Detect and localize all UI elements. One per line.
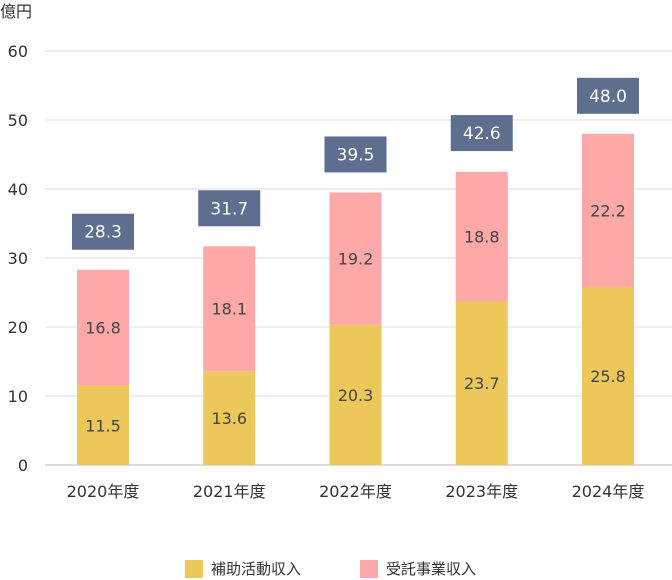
- bar-segment-subsidy: [455, 301, 508, 465]
- total-value-label: 48.0: [589, 87, 627, 107]
- bar-value-label-subsidy: 23.7: [464, 374, 500, 393]
- bar-value-label-contract: 22.2: [590, 201, 626, 220]
- legend-swatch-contract: [360, 559, 378, 578]
- bar-value-label-contract: 16.8: [85, 319, 121, 338]
- total-badge: [577, 77, 639, 114]
- bar-segment-contract: [329, 192, 382, 325]
- x-category-label: 2022年度: [319, 482, 392, 501]
- bar-segment-subsidy: [77, 385, 129, 465]
- y-tick-label: 20: [8, 318, 28, 337]
- legend-item-contract: 受託事業収入: [360, 558, 476, 579]
- total-badge: [324, 136, 387, 173]
- x-axis-labels: 2020年度 2021年度 2022年度 2023年度 2024年度: [67, 482, 645, 501]
- y-tick-label: 10: [8, 387, 28, 406]
- total-badge: [72, 213, 134, 250]
- bar-value-label-contract: 19.2: [338, 250, 374, 269]
- legend: 補助活動収入 受託事業収入: [0, 558, 672, 580]
- total-value-label: 39.5: [337, 145, 375, 165]
- bar-value-label-contract: 18.1: [211, 300, 247, 319]
- total-badge: [198, 190, 261, 227]
- y-tick-label: 60: [8, 42, 28, 61]
- y-axis-ticks: 0 10 20 30 40 50 60: [8, 42, 28, 475]
- bar-segment-subsidy: [203, 371, 256, 465]
- x-category-label: 2020年度: [67, 482, 140, 501]
- x-category-label: 2021年度: [193, 482, 266, 501]
- bar-segment-subsidy: [582, 286, 634, 465]
- bar-value-label-subsidy: 20.3: [338, 386, 374, 405]
- y-tick-label: 0: [18, 456, 28, 475]
- legend-label-contract: 受託事業収入: [386, 560, 477, 578]
- y-tick-label: 40: [8, 180, 28, 199]
- legend-item-subsidy: 補助活動収入: [185, 558, 301, 579]
- bars: 11.5 16.8 28.3 13.6 18.1 31.7 20.3 19.2 39.5 23.7…: [72, 77, 639, 465]
- bar-segment-subsidy: [329, 324, 382, 465]
- y-tick-label: 30: [8, 249, 28, 268]
- legend-swatch-subsidy: [185, 559, 203, 578]
- bar-value-label-subsidy: 11.5: [85, 416, 121, 435]
- total-value-label: 31.7: [210, 199, 248, 219]
- total-value-label: 42.6: [463, 124, 501, 144]
- total-value-label: 28.3: [84, 223, 122, 243]
- y-tick-label: 50: [8, 111, 28, 130]
- bar-value-label-subsidy: 13.6: [211, 409, 247, 428]
- bar-segment-contract: [77, 269, 129, 386]
- bar-segment-contract: [203, 246, 256, 372]
- bar-value-label-subsidy: 25.8: [590, 367, 626, 386]
- bar-segment-contract: [455, 171, 508, 302]
- y-axis-unit-label: 億円: [0, 2, 32, 21]
- bar-value-label-contract: 18.8: [464, 228, 500, 247]
- total-badge: [450, 115, 513, 152]
- x-category-label: 2024年度: [572, 482, 645, 501]
- bar-segment-contract: [582, 133, 634, 287]
- x-category-label: 2023年度: [445, 482, 518, 501]
- legend-label-subsidy: 補助活動収入: [211, 560, 302, 578]
